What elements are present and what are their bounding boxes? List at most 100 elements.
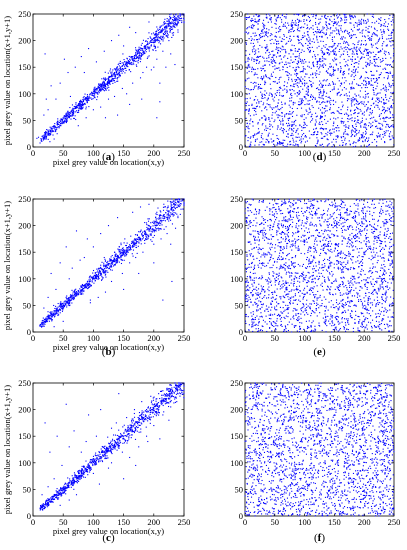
data-point bbox=[70, 295, 72, 297]
data-point bbox=[173, 22, 175, 24]
data-point bbox=[337, 21, 340, 23]
data-point bbox=[115, 71, 118, 73]
data-point bbox=[355, 129, 357, 132]
data-point bbox=[270, 124, 272, 126]
data-point bbox=[293, 307, 295, 310]
data-point bbox=[346, 30, 348, 32]
data-point bbox=[58, 309, 60, 311]
data-point bbox=[86, 100, 88, 102]
data-point bbox=[323, 27, 325, 29]
data-point bbox=[142, 50, 144, 52]
data-point bbox=[280, 76, 282, 78]
data-point bbox=[118, 246, 120, 248]
data-point bbox=[343, 307, 345, 309]
data-point bbox=[349, 302, 351, 304]
data-point bbox=[55, 309, 58, 311]
data-point bbox=[392, 125, 394, 128]
data-point bbox=[267, 134, 269, 136]
data-point bbox=[315, 58, 317, 60]
data-point bbox=[355, 125, 357, 127]
data-point bbox=[299, 42, 301, 44]
data-point bbox=[347, 318, 349, 320]
data-point bbox=[378, 108, 380, 110]
data-point bbox=[157, 227, 159, 229]
data-point bbox=[67, 113, 69, 115]
data-point bbox=[348, 68, 350, 70]
data-point bbox=[144, 47, 146, 49]
data-point bbox=[245, 105, 247, 107]
data-point bbox=[271, 26, 273, 28]
data-point bbox=[325, 95, 327, 98]
data-point bbox=[290, 128, 293, 130]
data-point bbox=[150, 239, 152, 241]
data-point bbox=[106, 266, 108, 268]
data-point bbox=[389, 71, 391, 73]
data-point bbox=[385, 126, 387, 128]
data-point bbox=[341, 271, 343, 273]
data-point bbox=[300, 70, 302, 73]
data-point bbox=[385, 117, 387, 119]
data-point bbox=[253, 109, 256, 112]
data-point bbox=[311, 217, 313, 219]
data-point bbox=[289, 300, 292, 302]
data-point bbox=[143, 51, 145, 53]
data-point bbox=[322, 98, 324, 100]
data-point bbox=[307, 249, 309, 252]
data-point bbox=[292, 27, 294, 29]
data-point bbox=[300, 38, 302, 41]
data-point bbox=[117, 63, 119, 65]
data-point bbox=[282, 13, 284, 15]
data-point bbox=[383, 108, 385, 110]
data-point bbox=[307, 91, 309, 93]
data-point bbox=[369, 39, 371, 41]
data-point bbox=[258, 19, 260, 21]
data-point bbox=[319, 80, 321, 82]
data-point bbox=[320, 18, 322, 20]
data-point bbox=[106, 83, 108, 85]
data-point bbox=[365, 118, 367, 120]
data-point bbox=[149, 230, 151, 232]
data-point bbox=[58, 126, 60, 128]
data-point bbox=[388, 108, 391, 110]
data-point bbox=[303, 95, 305, 98]
data-point bbox=[74, 294, 76, 296]
data-point bbox=[172, 28, 174, 30]
data-point bbox=[253, 267, 256, 269]
data-point bbox=[294, 20, 297, 22]
data-point bbox=[133, 56, 135, 58]
data-point bbox=[352, 50, 354, 52]
data-point bbox=[310, 95, 312, 98]
data-point bbox=[337, 92, 339, 94]
data-point bbox=[340, 54, 342, 56]
data-point bbox=[74, 107, 77, 110]
data-point bbox=[351, 120, 353, 122]
data-point bbox=[387, 75, 389, 77]
data-point bbox=[384, 102, 386, 104]
data-point bbox=[303, 239, 305, 241]
data-point bbox=[76, 291, 78, 293]
data-point bbox=[272, 50, 274, 52]
data-point bbox=[364, 90, 366, 92]
data-point bbox=[39, 142, 41, 144]
data-point bbox=[350, 118, 352, 120]
data-point bbox=[43, 134, 45, 136]
data-point bbox=[298, 239, 300, 241]
data-point bbox=[345, 48, 347, 51]
data-point bbox=[286, 42, 288, 44]
data-point bbox=[296, 129, 298, 131]
data-point bbox=[64, 117, 66, 119]
data-point bbox=[271, 61, 273, 63]
data-point bbox=[347, 126, 349, 129]
data-point bbox=[107, 264, 109, 266]
data-point bbox=[75, 106, 77, 108]
data-point bbox=[286, 74, 288, 76]
data-point bbox=[127, 60, 129, 62]
data-point bbox=[342, 122, 344, 124]
data-point bbox=[297, 38, 299, 41]
data-point bbox=[383, 87, 385, 89]
data-point bbox=[61, 306, 64, 308]
data-point bbox=[257, 99, 259, 101]
data-point bbox=[264, 234, 266, 236]
data-point bbox=[269, 39, 271, 41]
data-point bbox=[281, 45, 283, 47]
